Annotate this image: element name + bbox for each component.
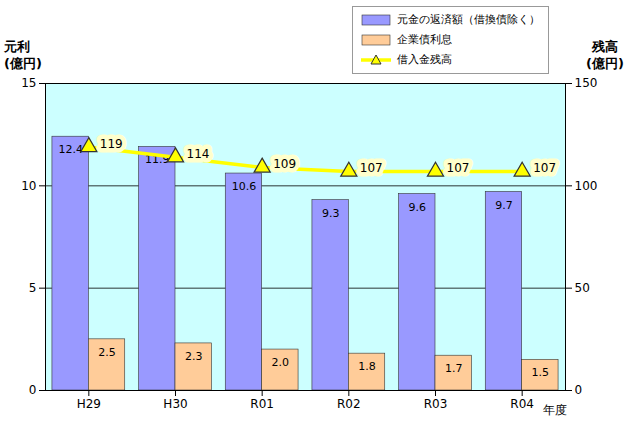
svg-text:R03: R03	[424, 397, 448, 411]
html-text:残高 (億円): 残高 (億円)	[586, 39, 624, 71]
svg-text:109: 109	[273, 157, 296, 171]
html-text:元金の返済額（借換債除く）: 元金の返済額（借換債除く）	[397, 13, 540, 26]
svg-text:2.0: 2.0	[272, 356, 290, 369]
svg-text:H30: H30	[163, 397, 187, 411]
svg-text:1.5: 1.5	[532, 366, 550, 379]
svg-text:150: 150	[575, 76, 598, 90]
svg-text:15: 15	[21, 76, 36, 90]
svg-text:5: 5	[29, 281, 37, 295]
svg-text:R02: R02	[337, 397, 361, 411]
svg-text:107: 107	[533, 161, 556, 175]
html-text:借入金残高: 借入金残高	[397, 53, 452, 66]
svg-text:114: 114	[187, 147, 210, 161]
svg-text:9.7: 9.7	[495, 198, 513, 211]
svg-text:107: 107	[360, 161, 383, 175]
svg-text:2.3: 2.3	[185, 350, 203, 363]
html-text:年度: 年度	[543, 403, 567, 417]
svg-text:1.7: 1.7	[445, 362, 463, 375]
svg-text:1.8: 1.8	[358, 360, 376, 373]
html-text:元利 (億円): 元利 (億円)	[4, 39, 42, 71]
svg-text:107: 107	[447, 161, 470, 175]
svg-text:50: 50	[575, 281, 590, 295]
svg-text:10.6: 10.6	[232, 180, 257, 193]
svg-text:119: 119	[100, 137, 123, 151]
svg-text:H29: H29	[77, 397, 101, 411]
svg-text:12.4: 12.4	[58, 143, 83, 156]
svg-text:R04: R04	[510, 397, 534, 411]
html-text:企業債利息: 企業債利息	[397, 33, 452, 46]
svg-text:0: 0	[575, 383, 583, 397]
svg-text:2.5: 2.5	[98, 346, 116, 359]
svg-text:R01: R01	[250, 397, 274, 411]
svg-text:9.3: 9.3	[322, 207, 340, 220]
svg-text:100: 100	[575, 179, 598, 193]
svg-text:0: 0	[29, 383, 37, 397]
svg-text:11.9: 11.9	[145, 153, 170, 167]
svg-text:9.6: 9.6	[409, 201, 427, 214]
svg-text:10: 10	[21, 179, 36, 193]
